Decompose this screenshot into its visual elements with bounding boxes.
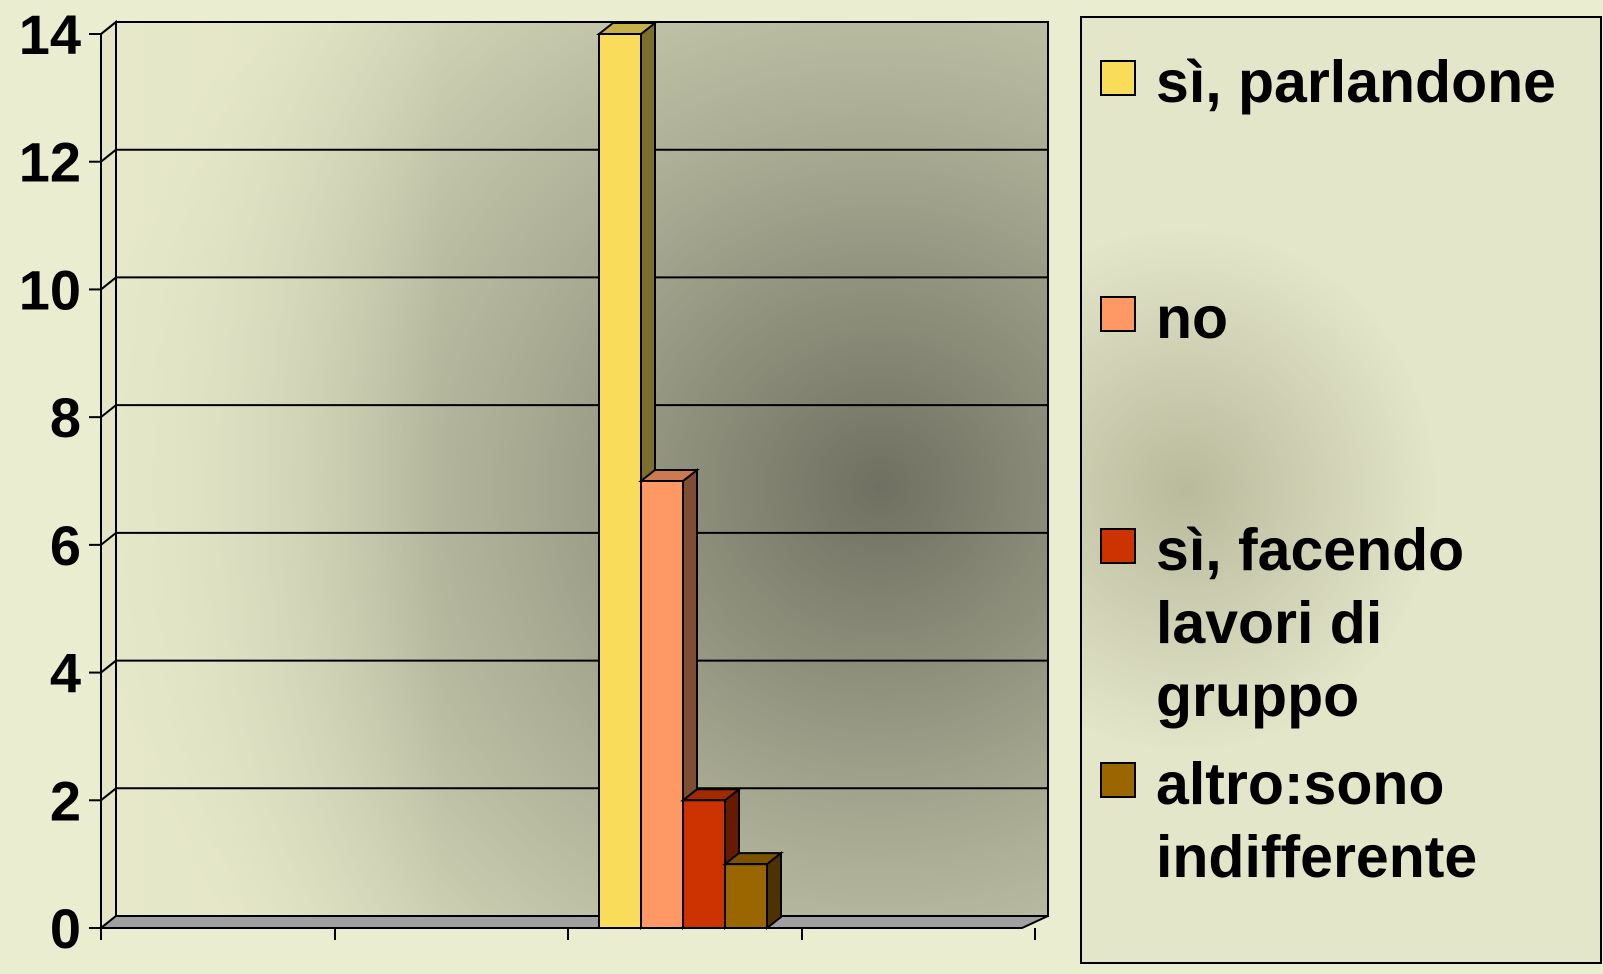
- legend-item-no: no: [1100, 282, 1596, 355]
- bar-front-s-facendo-lavori-di-gruppo: [682, 799, 726, 929]
- gridline-side-4: [100, 659, 117, 674]
- legend-swatch-si-parlandone: [1100, 60, 1136, 96]
- gridline-side-10: [100, 276, 117, 291]
- legend-swatch-altro-sono-indifferente: [1100, 762, 1136, 798]
- legend-label-si-parlandone: sì, parlandone: [1156, 49, 1556, 115]
- y-tick-label-8: 8: [50, 386, 81, 449]
- legend-label-altro-sono-indifferente: altro:sono indifferente: [1156, 751, 1478, 890]
- plot-side-wall: [100, 19, 117, 931]
- gridline-side-6: [100, 532, 117, 546]
- gridline-side-2: [100, 787, 117, 802]
- legend-item-si-parlandone: sì, parlandone: [1100, 46, 1596, 119]
- y-tick-label-14: 14: [19, 3, 81, 66]
- gridline-side-14: [100, 21, 117, 35]
- y-tick-label-6: 6: [50, 514, 81, 577]
- bar-front-altro-sono-indifferente: [724, 863, 768, 930]
- gridline-side-12: [100, 148, 117, 163]
- plot-floor: [98, 915, 1049, 929]
- legend-label-no: no: [1156, 285, 1229, 351]
- y-tick-label-4: 4: [50, 642, 81, 705]
- legend-item-altro-sono-indifferente: altro:sono indifferente: [1100, 748, 1496, 894]
- legend-item-si-facendo-lavori-di-gruppo: sì, facendo lavori di gruppo: [1100, 514, 1486, 733]
- legend-label-si-facendo-lavori-di-gruppo: sì, facendo lavori di gruppo: [1156, 517, 1465, 729]
- legend-swatch-si-facendo-lavori-di-gruppo: [1100, 528, 1136, 564]
- gridline-side-8: [100, 404, 117, 418]
- y-tick-label-12: 12: [19, 131, 81, 194]
- bar-front-no: [640, 480, 684, 929]
- bar-altro-sono-indifferente: [722, 851, 784, 931]
- bar-side-altro-sono-indifferente: [766, 851, 782, 931]
- bar-chart: 0 2 4 6 8 10 12 14: [19, 3, 1049, 960]
- chart-legend: sì, parlandone no sì, facendo lavori di …: [1080, 16, 1602, 964]
- y-tick-label-10: 10: [19, 258, 81, 321]
- bar-front-s-parlandone: [598, 33, 642, 929]
- y-tick-label-2: 2: [50, 769, 81, 832]
- legend-swatch-no: [1100, 296, 1136, 332]
- plot-back-wall-highlight: [116, 22, 1048, 916]
- y-tick-label-0: 0: [50, 897, 81, 960]
